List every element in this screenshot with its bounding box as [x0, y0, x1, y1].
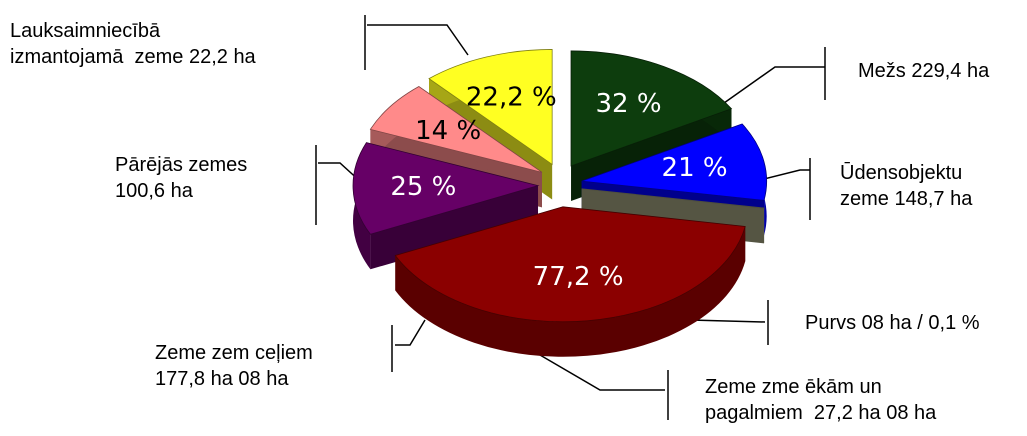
category-label: Zeme zem ceļiem 177,8 ha 08 ha	[155, 342, 313, 390]
slice-label: 77,2 %	[533, 262, 624, 292]
slice-label: 14 %	[415, 116, 481, 146]
slice	[570, 50, 733, 167]
slice-label: 21 %	[662, 153, 728, 183]
slice	[581, 188, 765, 209]
slice	[581, 123, 768, 201]
category-label: Mežs 229,4 ha	[858, 60, 990, 82]
slice-label: 22,2 %	[466, 82, 557, 112]
slice	[394, 206, 746, 323]
slice	[369, 86, 543, 173]
category-label: Ūdensobjektu zeme 148,7 ha	[840, 162, 973, 210]
category-label: Purvs 08 ha / 0,1 %	[805, 312, 980, 334]
category-label: Lauksaimniecībā izmantojamā zeme 22,2 ha	[10, 20, 256, 68]
slice	[428, 49, 553, 166]
slice-label: 32 %	[595, 89, 661, 119]
slice-wall	[395, 226, 746, 357]
category-label: Pārējās zemes 100,6 ha	[115, 154, 248, 202]
category-label: Zeme zme ēkām un pagalmiem 27,2 ha 08 ha	[705, 376, 937, 424]
slice-label: 25 %	[390, 172, 456, 202]
slice	[352, 142, 540, 235]
